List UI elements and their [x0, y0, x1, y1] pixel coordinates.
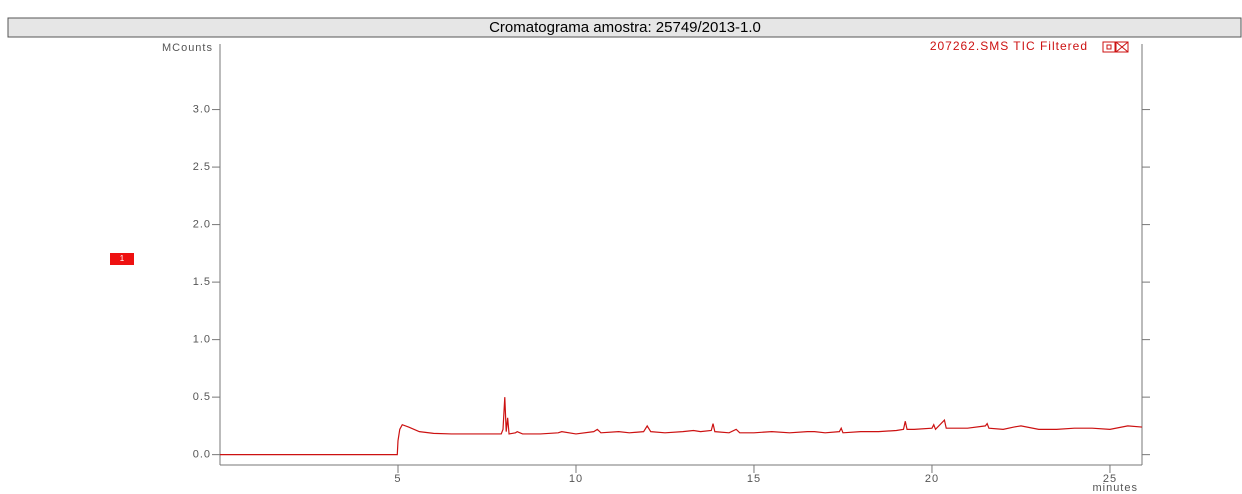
y-tick-label: 2.5 [193, 161, 211, 173]
title-bar [7, 17, 1242, 38]
x-tick-label: 10 [569, 473, 583, 485]
chromatogram-line [220, 397, 1143, 456]
y-axis-label: MCounts [162, 42, 213, 54]
window-icons [1102, 41, 1129, 53]
y-tick-label: 3.0 [193, 103, 211, 115]
y-tick-label: 0.5 [193, 391, 211, 403]
x-tick-label: 25 [1103, 473, 1117, 485]
x-axis-label: minutes [1092, 482, 1138, 494]
y-tick-label: 0.0 [193, 449, 211, 461]
x-tick-label: 20 [925, 473, 939, 485]
x-tick-label: 15 [747, 473, 761, 485]
legend-entry: 207262.SMS TIC Filtered [930, 39, 1088, 53]
y-tick-label: 1.0 [193, 334, 211, 346]
x-tick-label: 5 [394, 473, 401, 485]
y-tick-label: 2.0 [193, 218, 211, 230]
y-tick-label: 1.5 [193, 276, 211, 288]
chart-title: Cromatograma amostra: 25749/2013-1.0 [489, 19, 761, 36]
annotation: 1 [120, 254, 125, 263]
annotation-box [110, 253, 134, 265]
